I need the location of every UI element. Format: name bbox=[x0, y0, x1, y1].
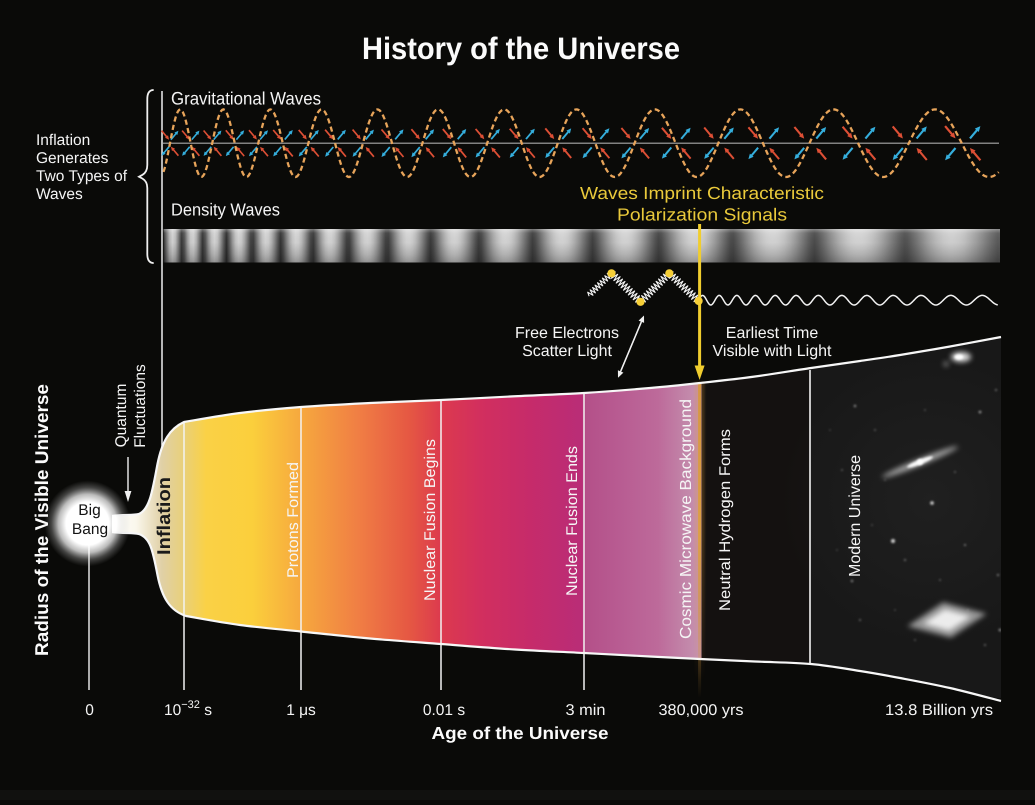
svg-text:Generates: Generates bbox=[36, 150, 109, 167]
svg-text:Nuclear Fusion Ends: Nuclear Fusion Ends bbox=[564, 446, 581, 596]
svg-text:0.01 s: 0.01 s bbox=[423, 702, 465, 719]
svg-text:Earliest Time: Earliest Time bbox=[726, 325, 819, 342]
svg-text:Neutral Hydrogen Forms: Neutral Hydrogen Forms bbox=[717, 429, 734, 611]
svg-text:Quantum: Quantum bbox=[113, 384, 130, 448]
svg-text:Cosmic Microwave Background: Cosmic Microwave Background bbox=[678, 399, 695, 639]
svg-text:Free Electrons: Free Electrons bbox=[515, 325, 619, 342]
svg-text:13.8 Billion yrs: 13.8 Billion yrs bbox=[885, 702, 993, 719]
svg-text:Nuclear Fusion Begins: Nuclear Fusion Begins bbox=[422, 439, 439, 601]
svg-text:10−32 s: 10−32 s bbox=[164, 699, 212, 719]
svg-text:Radius of the Visible Universe: Radius of the Visible Universe bbox=[31, 384, 52, 656]
svg-text:Protons Formed: Protons Formed bbox=[285, 462, 302, 578]
svg-text:Modern Universe: Modern Universe bbox=[847, 455, 864, 577]
svg-text:Big: Big bbox=[78, 502, 100, 519]
svg-text:Waves: Waves bbox=[36, 186, 83, 203]
svg-text:Waves Imprint Characteristic: Waves Imprint Characteristic bbox=[580, 183, 824, 203]
svg-text:Inflation: Inflation bbox=[36, 132, 90, 149]
svg-text:Two Types of: Two Types of bbox=[36, 168, 128, 185]
svg-text:Polarization Signals: Polarization Signals bbox=[617, 205, 787, 225]
svg-text:380,000 yrs: 380,000 yrs bbox=[659, 702, 744, 719]
svg-text:Scatter Light: Scatter Light bbox=[522, 343, 612, 360]
svg-text:Visible with Light: Visible with Light bbox=[713, 343, 832, 360]
svg-text:3 min: 3 min bbox=[566, 702, 606, 719]
svg-text:Density Waves: Density Waves bbox=[171, 200, 280, 220]
svg-text:Age of the Universe: Age of the Universe bbox=[432, 723, 609, 743]
svg-text:History of the Universe: History of the Universe bbox=[362, 31, 680, 66]
svg-text:Fluctuations: Fluctuations bbox=[132, 364, 149, 448]
svg-text:Bang: Bang bbox=[72, 521, 108, 538]
svg-text:Inflation: Inflation bbox=[153, 477, 174, 555]
svg-text:0: 0 bbox=[85, 702, 94, 719]
svg-text:1 μs: 1 μs bbox=[286, 702, 316, 719]
svg-text:Gravitational Waves: Gravitational Waves bbox=[171, 89, 321, 109]
